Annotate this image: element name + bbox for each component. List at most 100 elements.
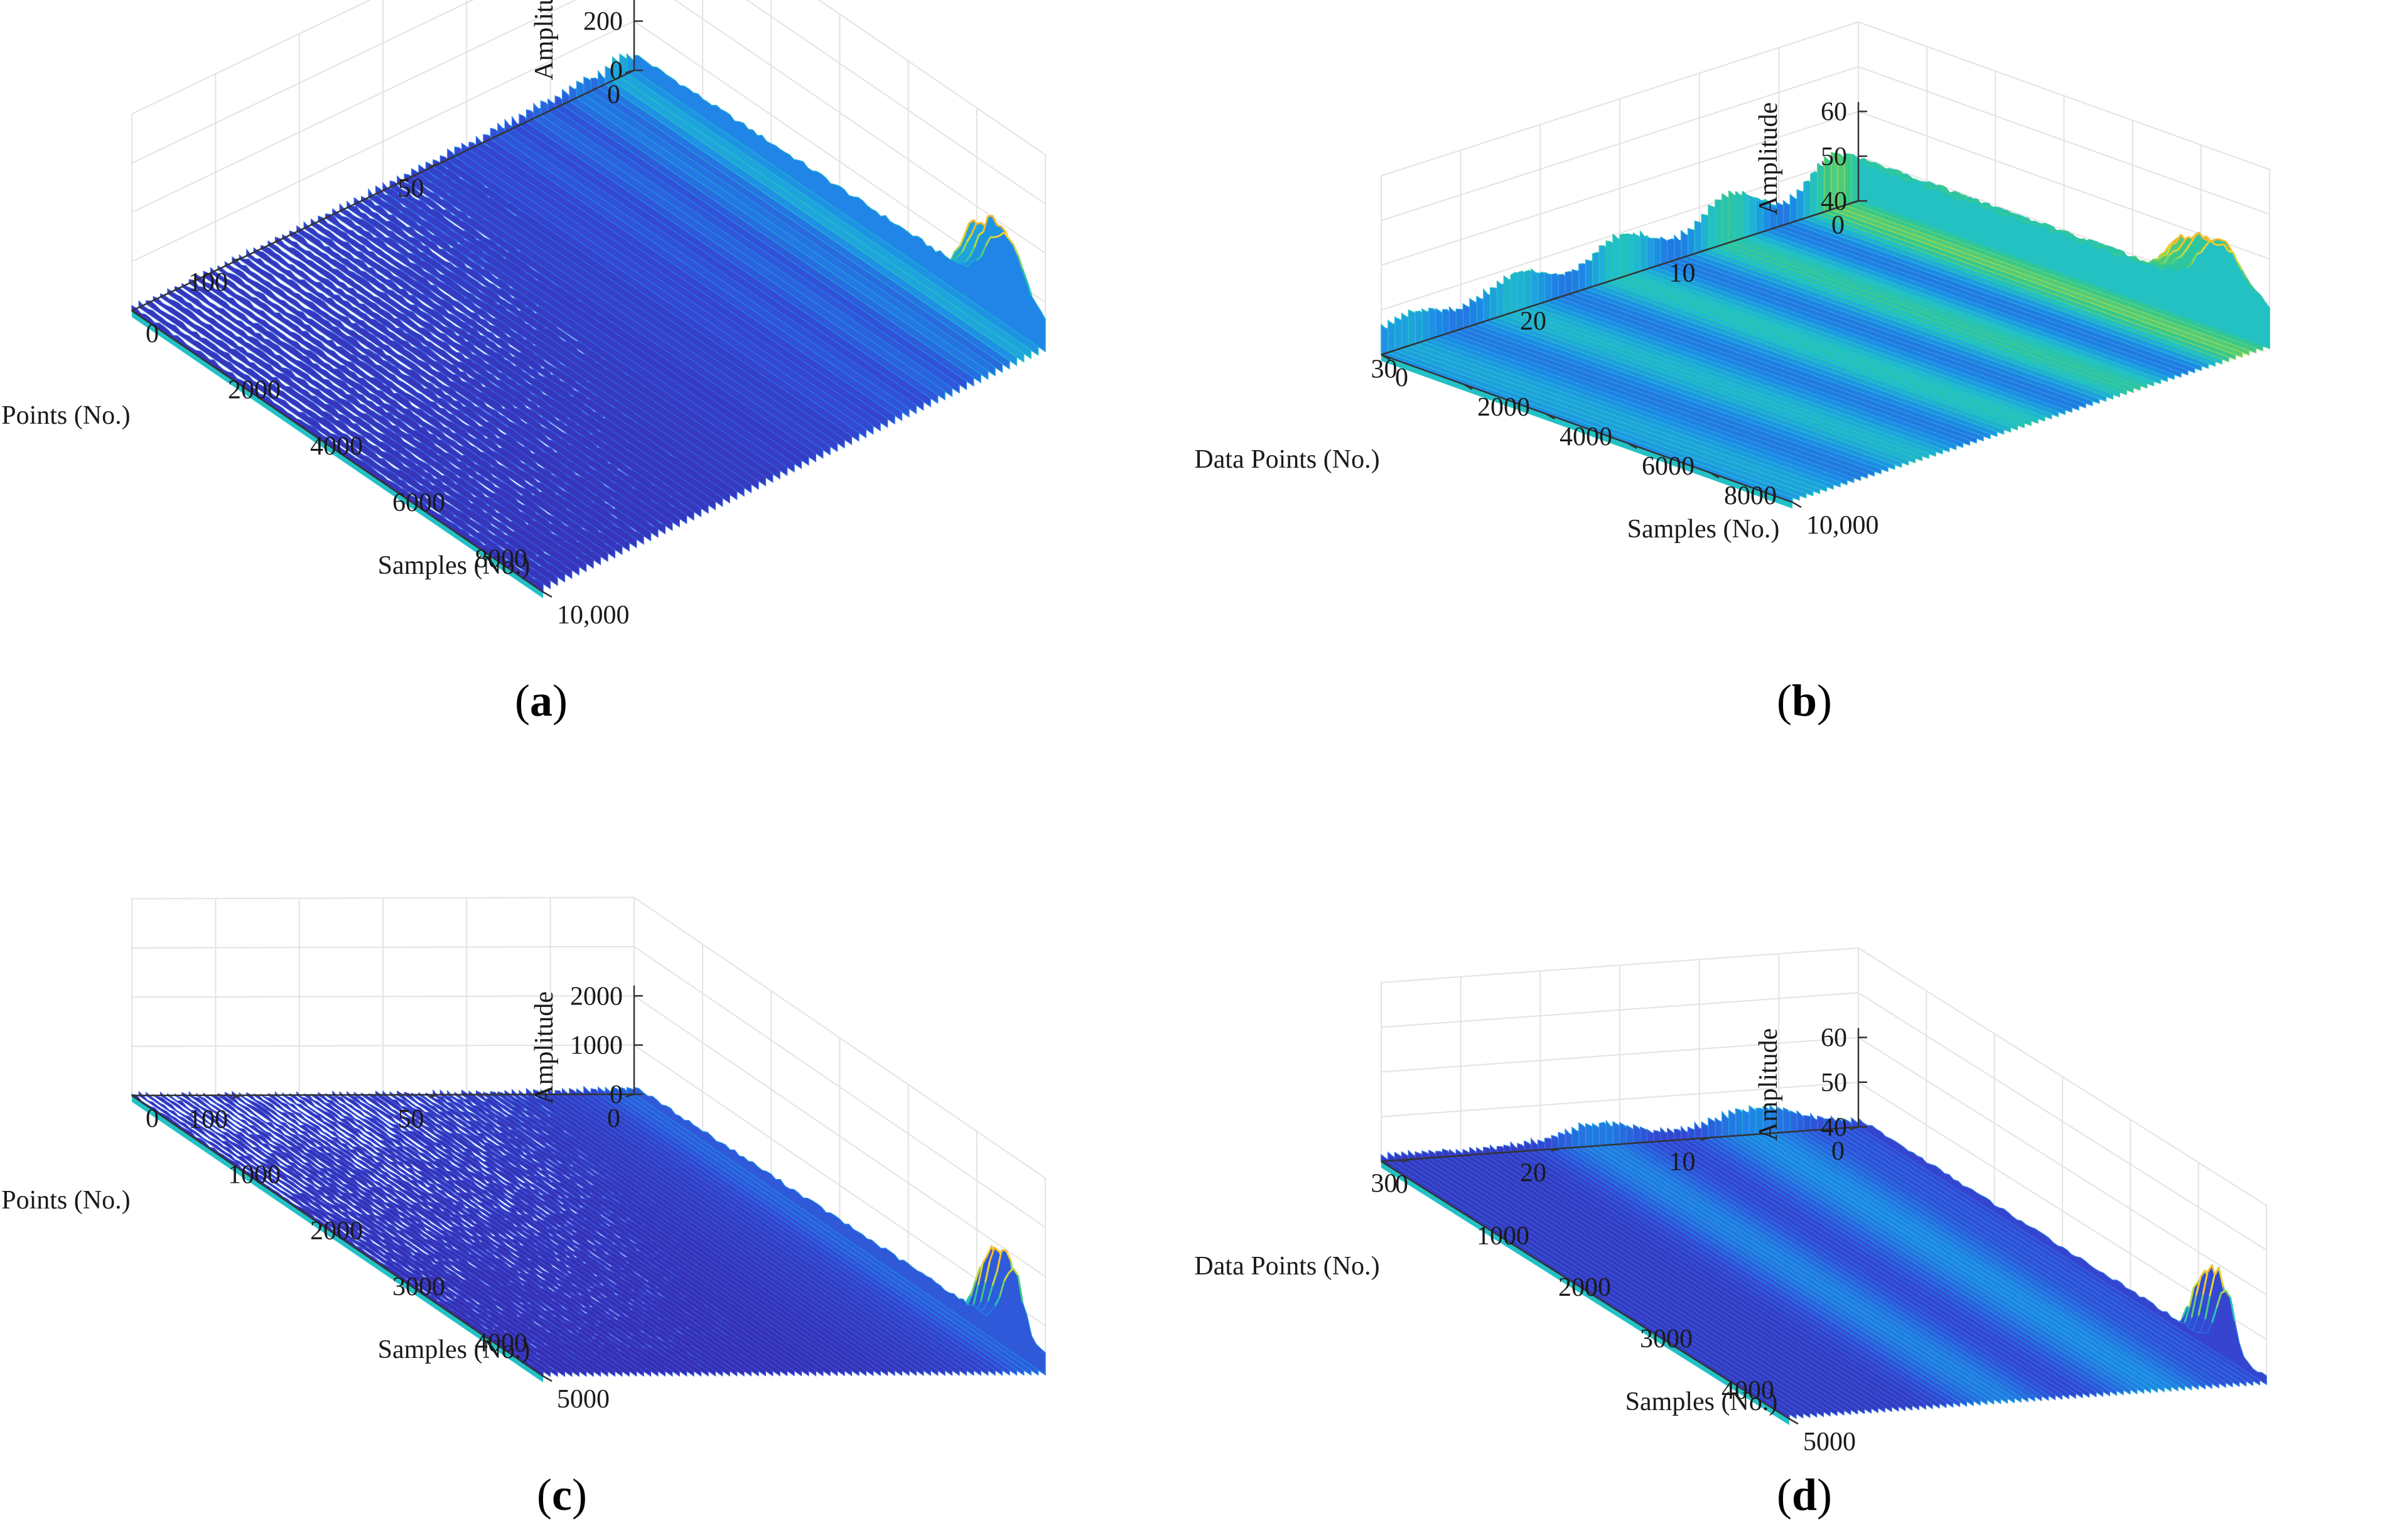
surface-strip bbox=[153, 296, 566, 583]
surface-peak-segment bbox=[2187, 236, 2192, 240]
y-tick-label: 0 bbox=[607, 80, 620, 109]
surface-peak-segment bbox=[1612, 234, 1619, 240]
z-tick-label: 0 bbox=[610, 57, 623, 85]
surface-peak-segment bbox=[2168, 267, 2175, 272]
x-tick-label: 3000 bbox=[1640, 1325, 1693, 1354]
surface-peak-segment bbox=[1942, 190, 1948, 195]
surface-peak-segment bbox=[1722, 193, 1727, 198]
surface-peak-segment bbox=[2150, 260, 2156, 264]
surface-peak-segment bbox=[976, 255, 983, 261]
surface-peak-segment bbox=[1823, 156, 1830, 163]
surface-peak-segment bbox=[981, 1254, 988, 1264]
y-ticks: 0 50 100 bbox=[188, 1093, 635, 1134]
surface-peak-segment bbox=[2184, 244, 2190, 252]
x-axis-line bbox=[131, 310, 544, 593]
surface-peak-segment bbox=[2250, 286, 2257, 293]
chart-a: 0200040006000800010,0000501000200400Ampl… bbox=[0, 0, 1046, 630]
x-tick-label: 1000 bbox=[228, 1160, 281, 1189]
surface bbox=[1381, 152, 2271, 509]
surface-peak-segment bbox=[2193, 1280, 2199, 1288]
surface-peak-segment bbox=[2221, 1290, 2226, 1294]
surface-peak-segment bbox=[2229, 1296, 2236, 1322]
surface-peak-segment bbox=[974, 1266, 981, 1281]
surface-peak-segment bbox=[2260, 295, 2266, 304]
grid-wall-y bbox=[131, 0, 372, 311]
x-tick-label: 8000 bbox=[475, 544, 527, 573]
y-tick bbox=[429, 163, 438, 168]
surface-peak-segment bbox=[1956, 193, 1962, 199]
x-tick-label: 0 bbox=[1395, 363, 1408, 392]
surface-peak-segment bbox=[2219, 243, 2224, 246]
surface-peak-segment bbox=[2223, 244, 2229, 252]
surface-peak-segment bbox=[998, 1280, 1005, 1298]
y-axis-line bbox=[131, 69, 635, 312]
y-ticks: 0 10 20 30 bbox=[1371, 1126, 1859, 1198]
surface-peak-segment bbox=[1940, 185, 1946, 189]
chart-d: 0 1000 2000 3000 4000 5000 0 10 20 30 40 50 60 Amplit… bbox=[1194, 947, 2267, 1457]
surface-peak-segment bbox=[2169, 250, 2175, 256]
y-tick bbox=[1849, 200, 1859, 205]
surface-peak-segment bbox=[1864, 159, 1871, 166]
y-tick bbox=[232, 257, 242, 262]
x-tick-label: 2000 bbox=[1558, 1273, 1611, 1302]
surface-peak-segment bbox=[1715, 199, 1720, 202]
surface-peak-segment bbox=[2182, 264, 2188, 269]
x-tick-label: 10,000 bbox=[557, 601, 630, 630]
surface-peak-segment bbox=[996, 224, 1002, 228]
surface-peak-segment bbox=[976, 222, 981, 225]
surface-peak-segment bbox=[2064, 230, 2069, 234]
surface-peak-segment bbox=[1880, 165, 1887, 171]
surface-strip bbox=[131, 304, 544, 593]
z-tick-label: 1000 bbox=[570, 1031, 623, 1060]
surface-strip bbox=[1858, 1117, 2267, 1386]
z-tick-label: 50 bbox=[1821, 143, 1847, 171]
grid-wall-x bbox=[817, 0, 1046, 352]
x-tick bbox=[213, 1151, 224, 1158]
surface-strip bbox=[318, 1092, 730, 1377]
surface-peak-segment bbox=[2177, 265, 2184, 272]
y-tick bbox=[625, 1093, 635, 1098]
surface-peak-segment bbox=[2167, 263, 2172, 266]
surface-peak-segment bbox=[987, 1285, 994, 1302]
surface-peak-segment bbox=[957, 250, 964, 257]
x-tick bbox=[213, 366, 224, 373]
x-axis-label: Samples (No.) bbox=[378, 551, 531, 580]
surface-strip bbox=[217, 1093, 630, 1377]
surface-peak-segment bbox=[2181, 1306, 2188, 1318]
surface-peak-segment bbox=[1003, 1272, 1010, 1281]
x-tick bbox=[1789, 1418, 1799, 1425]
surface-peak-segment bbox=[969, 247, 976, 257]
x-axis-line bbox=[1381, 1160, 1790, 1420]
y-axis-line bbox=[131, 1093, 635, 1097]
surface-peak-segment bbox=[966, 234, 973, 243]
surface-peak-segment bbox=[973, 1284, 979, 1305]
caption-b: (b) bbox=[1777, 676, 1833, 726]
surface-peak-segment bbox=[2184, 1306, 2190, 1323]
x-tick bbox=[378, 478, 388, 485]
surface-peak-segment bbox=[1905, 173, 1912, 179]
surface-peak-segment bbox=[959, 235, 966, 247]
x-tick-label: 4000 bbox=[475, 1329, 527, 1358]
x-tick bbox=[542, 591, 552, 598]
surface-peak-segment bbox=[1008, 1268, 1015, 1274]
surface-peak-segment bbox=[2213, 1267, 2220, 1277]
x-tick bbox=[296, 423, 306, 429]
y-tick-label: 0 bbox=[607, 1104, 620, 1133]
axes bbox=[1381, 200, 1859, 503]
surface-peak-segment bbox=[2162, 253, 2168, 257]
surface-peak-segment bbox=[1949, 191, 1955, 195]
surface-peak-segment bbox=[2173, 249, 2179, 252]
surface-peak-segment bbox=[2255, 291, 2261, 297]
y-tick-label: 30 bbox=[1371, 355, 1398, 384]
y-axis-line bbox=[1381, 1126, 1859, 1163]
surface-peak-segment bbox=[2224, 1290, 2231, 1298]
surface-peak-segment bbox=[1012, 244, 1019, 256]
surface-peak-segment bbox=[2163, 244, 2170, 253]
surface-peak-segment bbox=[2075, 237, 2081, 241]
grid-line bbox=[131, 0, 1046, 205]
surface-peak-segment bbox=[1876, 163, 1882, 168]
surface-strip bbox=[159, 293, 573, 579]
surface-peak-segment bbox=[2182, 236, 2189, 244]
y-tick-label: 100 bbox=[188, 1106, 228, 1134]
surface-peak-segment bbox=[1929, 181, 1934, 186]
